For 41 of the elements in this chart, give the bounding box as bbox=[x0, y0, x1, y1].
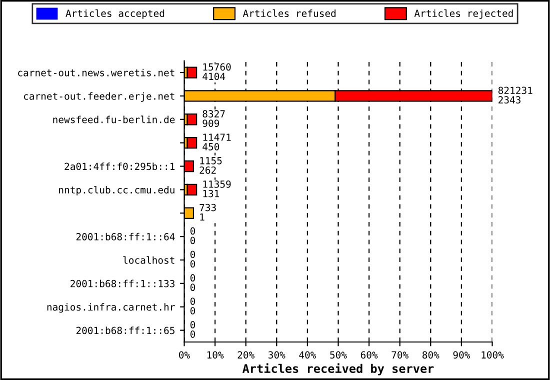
y-tick-label: carnet-out.news.weretis.net bbox=[18, 68, 174, 76]
bar bbox=[186, 136, 198, 149]
x-tick-label: 80% bbox=[422, 351, 440, 359]
annotation: 1155 262 bbox=[200, 157, 222, 174]
annotation: 0 0 bbox=[190, 274, 196, 291]
annotation: 11359 131 bbox=[203, 180, 231, 198]
annotation: 0 0 bbox=[190, 321, 196, 338]
y-tick-label: 2a01:4ff:f0:295b::1 bbox=[64, 162, 175, 170]
bar bbox=[186, 184, 198, 196]
legend-label: Articles rejected bbox=[414, 9, 513, 19]
x-tick-label: 50% bbox=[330, 351, 347, 359]
y-tick-label: 2001:b68:ff:1::133 bbox=[70, 280, 174, 288]
x-tick-label: 30% bbox=[268, 351, 286, 359]
annotation: 15760 4104 bbox=[202, 63, 231, 80]
legend-label: Articles accepted bbox=[66, 9, 164, 19]
x-tick-label: 40% bbox=[299, 351, 316, 359]
x-tick-label: 20% bbox=[238, 351, 254, 359]
annotation: 821231 2343 bbox=[498, 86, 532, 104]
annotation: 733 1 bbox=[200, 204, 216, 221]
x-tick-label: 70% bbox=[392, 351, 408, 359]
x-tick-label: 0% bbox=[179, 351, 190, 359]
annotation: 8327 909 bbox=[202, 110, 225, 127]
y-tick-label: carnet-out.feeder.erje.net bbox=[24, 92, 174, 102]
annotation: 0 0 bbox=[190, 227, 196, 244]
y-tick-label: nagios.infra.carnet.hr bbox=[47, 303, 175, 313]
x-tick-label: 100% bbox=[482, 351, 504, 359]
x-tick-label: 60% bbox=[360, 351, 378, 359]
y-tick-label: 2001:b68:ff:1::64 bbox=[76, 232, 175, 240]
annotation: 11471 450 bbox=[202, 134, 231, 150]
x-tick-label: 10% bbox=[207, 351, 224, 359]
x-tick-label: 90% bbox=[453, 351, 470, 359]
annotation: 0 0 bbox=[190, 298, 196, 314]
x-axis-title: Articles received by server bbox=[242, 363, 434, 376]
legend-label: Articles refused bbox=[242, 9, 336, 18]
annotation: 0 0 bbox=[190, 250, 196, 268]
y-tick-label: newsfeed.fu-berlin.de bbox=[53, 116, 175, 124]
y-tick-label: nntp.club.cc.cmu.edu bbox=[59, 186, 174, 196]
y-tick-label: 2001:b68:ff:1::65 bbox=[76, 326, 174, 334]
bar bbox=[186, 66, 198, 78]
y-tick-label: localhost bbox=[123, 256, 174, 264]
bar bbox=[186, 114, 198, 126]
